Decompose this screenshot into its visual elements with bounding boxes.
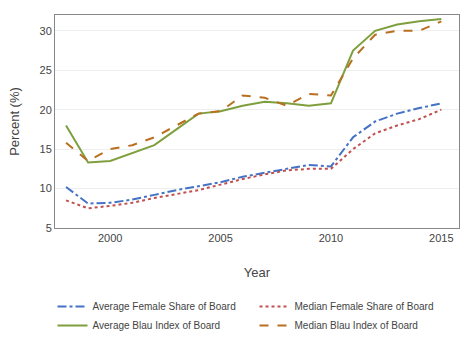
- svg-text:20: 20: [40, 104, 52, 116]
- svg-text:2010: 2010: [319, 232, 343, 244]
- svg-text:2015: 2015: [429, 232, 453, 244]
- svg-text:Average Female Share of Board: Average Female Share of Board: [93, 301, 236, 312]
- svg-text:Year: Year: [244, 265, 271, 280]
- svg-text:10: 10: [40, 182, 52, 194]
- svg-text:Median Female Share of Board: Median Female Share of Board: [295, 301, 434, 312]
- svg-text:Percent (%): Percent (%): [7, 87, 22, 156]
- svg-text:15: 15: [40, 143, 52, 155]
- svg-text:2005: 2005: [208, 232, 232, 244]
- svg-text:Average Blau Index of Board: Average Blau Index of Board: [93, 320, 221, 331]
- svg-text:Median Blau Index of Board: Median Blau Index of Board: [295, 320, 418, 331]
- svg-text:2000: 2000: [98, 232, 122, 244]
- svg-text:5: 5: [46, 222, 52, 234]
- svg-text:30: 30: [40, 25, 52, 37]
- svg-text:25: 25: [40, 64, 52, 76]
